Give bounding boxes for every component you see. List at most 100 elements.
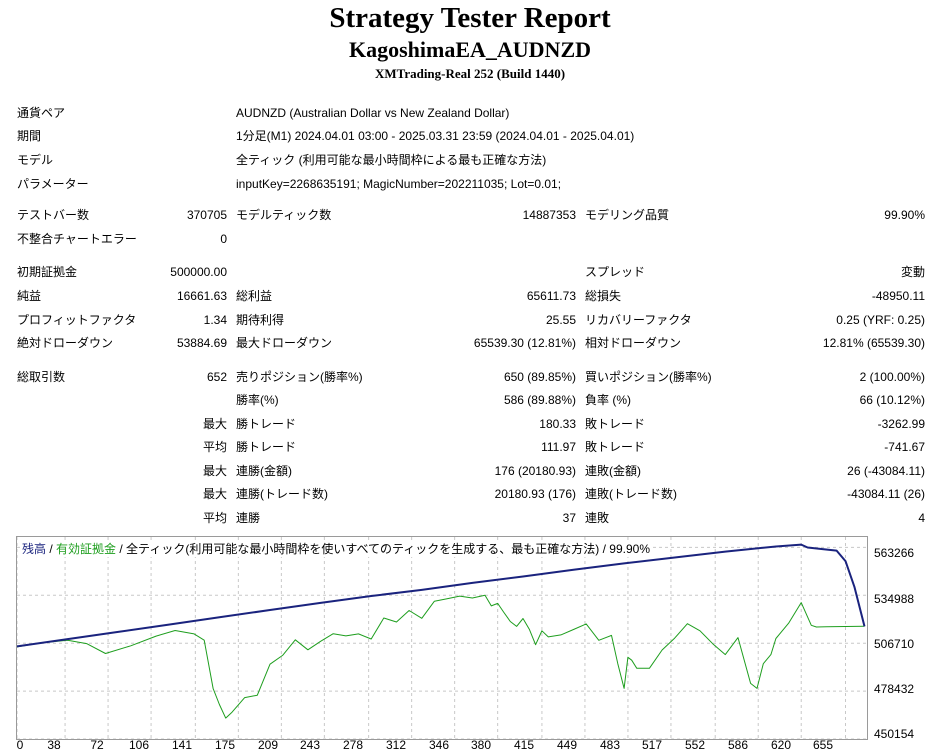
x-tick-label: 380	[470, 738, 492, 752]
label-relative-drawdown: 相対ドローダウン	[585, 336, 682, 350]
label-avg-1: 平均	[202, 440, 227, 454]
legend-separator: /	[46, 542, 57, 556]
label-avg-consec-wins: 連勝	[236, 511, 261, 525]
label-avg-consec-losses: 連敗	[585, 511, 610, 525]
x-tick-label: 655	[812, 738, 834, 752]
x-tick-label: 243	[299, 738, 321, 752]
x-tick-label: 0	[16, 738, 24, 752]
value-avg-loss: -741.67	[884, 440, 925, 454]
x-tick-label: 346	[428, 738, 450, 752]
chart-legend: 残高 / 有効証拠金 / 全ティック(利用可能な最小時間枠を使いすべてのティック…	[22, 540, 650, 557]
x-tick-label: 586	[727, 738, 749, 752]
label-short-positions: 売りポジション(勝率%)	[236, 370, 363, 384]
report-title: Strategy Tester Report	[329, 2, 611, 34]
equity-line	[17, 594, 865, 719]
info-label-period: 期間	[17, 129, 42, 143]
chart-plot	[17, 537, 867, 739]
value-consec-wins-money: 176 (20180.93)	[494, 464, 576, 478]
value-avg-consec-losses: 4	[918, 511, 925, 525]
label-absolute-drawdown: 絶対ドローダウン	[17, 336, 114, 350]
x-tick-label: 175	[214, 738, 236, 752]
label-gross-loss: 総損失	[585, 289, 622, 303]
label-consec-losses-count: 連敗(トレード数)	[585, 487, 677, 501]
label-consec-losses-money: 連敗(金額)	[585, 464, 641, 478]
label-avg-loss: 敗トレード	[585, 440, 646, 454]
label-model-ticks: モデルティック数	[236, 208, 332, 222]
label-long-positions: 買いポジション(勝率%)	[585, 370, 712, 384]
legend-description: / 全ティック(利用可能な最小時間枠を使いすべてのティックを生成する、最も正確な…	[116, 542, 650, 556]
value-total-trades: 652	[206, 370, 227, 384]
label-mismatch-errors: 不整合チャートエラー	[17, 232, 137, 246]
value-recovery-factor: 0.25 (YRF: 0.25)	[836, 313, 925, 327]
label-net-profit: 純益	[17, 289, 42, 303]
label-test-bars: テストバー数	[17, 208, 90, 222]
label-spread: スプレッド	[585, 265, 646, 279]
value-largest-loss: -3262.99	[877, 417, 925, 431]
x-tick-label: 278	[342, 738, 364, 752]
x-tick-label: 209	[257, 738, 279, 752]
label-expected-payoff: 期待利得	[236, 313, 285, 327]
info-label-parameters: パラメーター	[17, 177, 89, 191]
label-gross-profit: 総利益	[236, 289, 273, 303]
legend-balance: 残高	[22, 542, 47, 556]
balance-equity-chart: 残高 / 有効証拠金 / 全ティック(利用可能な最小時間枠を使いすべてのティック…	[16, 536, 868, 740]
value-relative-drawdown: 12.81% (65539.30)	[822, 336, 925, 350]
label-model-quality: モデリング品質	[585, 208, 670, 222]
value-model-ticks: 14887353	[522, 208, 576, 222]
label-max-1: 最大	[202, 417, 227, 431]
value-mismatch-errors: 0	[220, 232, 227, 246]
value-net-profit: 16661.63	[176, 289, 227, 303]
y-tick-label: 450154	[874, 727, 915, 741]
label-total-trades: 総取引数	[17, 370, 66, 384]
label-initial-deposit: 初期証拠金	[17, 265, 78, 279]
value-expected-payoff: 25.55	[545, 313, 576, 327]
build-info: XMTrading-Real 252 (Build 1440)	[374, 66, 566, 81]
info-value-parameters: inputKey=2268635191; MagicNumber=2022110…	[236, 177, 562, 191]
legend-equity: 有効証拠金	[56, 542, 117, 556]
value-spread: 変動	[900, 265, 925, 279]
x-tick-label: 312	[385, 738, 407, 752]
y-tick-label: 563266	[874, 546, 915, 560]
x-tick-label: 449	[556, 738, 578, 752]
value-test-bars: 370705	[186, 208, 227, 222]
value-avg-win: 111.97	[541, 440, 576, 454]
value-loss-rate: 66 (10.12%)	[859, 393, 925, 407]
x-tick-label: 552	[684, 738, 706, 752]
info-label-symbol: 通貨ペア	[17, 106, 66, 120]
label-max-drawdown: 最大ドローダウン	[236, 336, 333, 350]
label-loss-rate: 負率 (%)	[585, 393, 631, 407]
label-largest-loss: 敗トレード	[585, 417, 646, 431]
value-largest-win: 180.33	[539, 417, 576, 431]
value-model-quality: 99.90%	[884, 208, 925, 222]
value-long-positions: 2 (100.00%)	[859, 370, 925, 384]
value-profit-factor: 1.34	[203, 313, 227, 327]
y-tick-label: 478432	[874, 682, 915, 696]
value-win-rate: 586 (89.88%)	[503, 393, 576, 407]
info-value-model: 全ティック (利用可能な最小時間枠による最も正確な方法)	[236, 153, 547, 167]
value-max-drawdown: 65539.30 (12.81%)	[473, 336, 576, 350]
info-value-period: 1分足(M1) 2024.04.01 03:00 - 2025.03.31 23…	[236, 129, 635, 143]
x-tick-label: 415	[513, 738, 535, 752]
value-consec-losses-money: 26 (-43084.11)	[847, 464, 925, 478]
value-initial-deposit: 500000.00	[170, 265, 227, 279]
x-tick-label: 483	[599, 738, 621, 752]
balance-line	[17, 543, 866, 648]
x-tick-label: 72	[90, 738, 104, 752]
label-avg-2: 平均	[202, 511, 227, 525]
label-consec-wins-count: 連勝(トレード数)	[236, 487, 328, 501]
x-tick-label: 141	[171, 738, 193, 752]
value-absolute-drawdown: 53884.69	[176, 336, 227, 350]
y-tick-label: 506710	[874, 637, 915, 651]
value-consec-wins-count: 20180.93 (176)	[494, 487, 576, 501]
label-avg-win: 勝トレード	[236, 440, 297, 454]
value-avg-consec-wins: 37	[562, 511, 576, 525]
label-max-2: 最大	[202, 464, 227, 478]
label-max-3: 最大	[202, 487, 227, 501]
x-tick-label: 106	[128, 738, 150, 752]
label-profit-factor: プロフィットファクタ	[17, 313, 137, 327]
y-tick-label: 534988	[874, 592, 915, 606]
label-consec-wins-money: 連勝(金額)	[236, 464, 292, 478]
info-value-symbol: AUDNZD (Australian Dollar vs New Zealand…	[236, 106, 510, 120]
info-label-model: モデル	[17, 153, 54, 167]
report-subtitle: KagoshimaEA_AUDNZD	[348, 37, 592, 62]
